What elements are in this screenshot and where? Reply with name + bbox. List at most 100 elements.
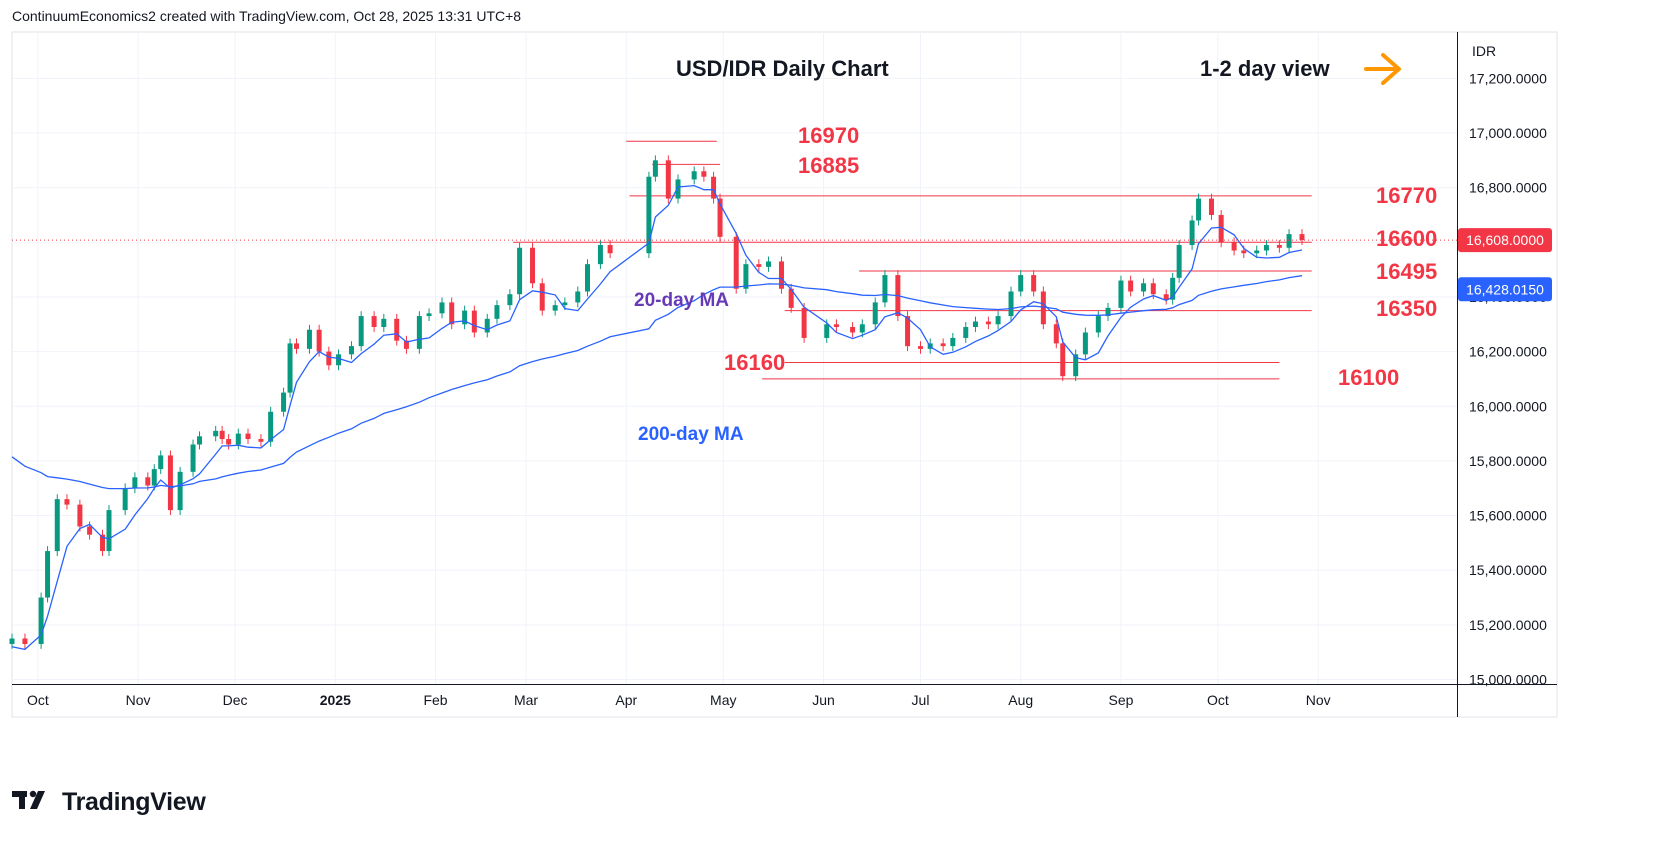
- candle-body: [733, 236, 739, 289]
- x-tick-label: Sep: [1108, 692, 1133, 708]
- level-label: 16770: [1376, 183, 1437, 208]
- candle-body: [426, 313, 432, 317]
- candle-body: [371, 316, 377, 328]
- candle-body: [675, 179, 681, 199]
- right-arrow-icon: [1364, 53, 1401, 85]
- candle-body: [917, 346, 923, 349]
- candle-body: [1176, 245, 1182, 278]
- candle-body: [358, 316, 364, 347]
- candle-body: [287, 343, 293, 393]
- ma20-line: [11, 184, 1303, 651]
- level-label: 16350: [1376, 296, 1437, 321]
- candle-body: [54, 499, 60, 552]
- candle-body: [77, 504, 83, 527]
- candle-body: [145, 477, 151, 486]
- candle-body: [294, 343, 300, 349]
- y-tick-label: 15,600.0000: [1469, 508, 1547, 524]
- level-label: 16495: [1376, 259, 1437, 284]
- candle-body: [539, 283, 545, 311]
- candle-body: [872, 302, 878, 325]
- candle-body: [219, 430, 225, 440]
- candle-body: [1128, 280, 1134, 292]
- candle-body: [1189, 220, 1195, 246]
- candle-body: [801, 307, 807, 338]
- candle-body: [1053, 324, 1059, 344]
- candle-body: [1196, 198, 1202, 221]
- chart-title: USD/IDR Daily Chart: [676, 56, 889, 81]
- candle-body: [1170, 277, 1176, 300]
- candle-body: [151, 469, 157, 486]
- candle-body: [1241, 250, 1247, 254]
- candle-body: [106, 510, 112, 552]
- candle-body: [38, 597, 44, 644]
- candle-body: [326, 351, 332, 366]
- candle-body: [1231, 242, 1237, 251]
- candle-body: [316, 329, 322, 352]
- x-tick-label: Oct: [1207, 692, 1229, 708]
- candle-body: [403, 340, 409, 349]
- candle-body: [484, 318, 490, 333]
- x-tick-label: Apr: [615, 692, 637, 708]
- candle-body: [122, 488, 128, 511]
- candle-body: [1263, 245, 1269, 251]
- ma20-label: 20-day MA: [634, 290, 729, 311]
- y-tick-label: 15,200.0000: [1469, 617, 1547, 633]
- ma200-price-tag: [1458, 277, 1552, 302]
- candle-body: [1299, 234, 1305, 241]
- candle-body: [701, 171, 707, 177]
- ma200-price-text: 16,428.0150: [1466, 281, 1544, 297]
- y-tick-label: 16,200.0000: [1469, 344, 1547, 360]
- tradingview-logo-icon: [12, 789, 56, 816]
- candle-body: [1163, 294, 1169, 300]
- x-tick-label: Dec: [223, 692, 248, 708]
- candle-body: [494, 305, 500, 319]
- candle-body: [1105, 307, 1111, 317]
- candle-body: [756, 264, 762, 267]
- candle-body: [788, 288, 794, 308]
- y-tick-label: 15,800.0000: [1469, 453, 1547, 469]
- candle-body: [607, 245, 613, 254]
- candle-body: [507, 294, 513, 306]
- x-tick-label: May: [710, 692, 736, 708]
- chart-header: ContinuumEconomics2 created with Trading…: [12, 8, 522, 24]
- candle-body: [950, 337, 956, 347]
- candle-body: [1118, 280, 1124, 308]
- candle-body: [1286, 234, 1292, 248]
- candle-body: [824, 324, 830, 338]
- candle-body: [552, 305, 558, 311]
- level-label: 16160: [724, 350, 785, 375]
- x-tick-label: Nov: [126, 692, 151, 708]
- x-tick-label: Mar: [514, 692, 538, 708]
- candle-body: [905, 316, 911, 347]
- candle-body: [646, 176, 652, 254]
- candle-body: [1208, 198, 1214, 215]
- candle-body: [530, 247, 536, 284]
- candle-body: [1031, 275, 1037, 292]
- candle-body: [471, 310, 477, 333]
- level-label: 16100: [1338, 365, 1399, 390]
- candle-body: [268, 411, 274, 442]
- tradingview-brand[interactable]: TradingView: [12, 788, 206, 817]
- candle-body: [972, 321, 978, 328]
- view-label: 1-2 day view: [1200, 56, 1331, 81]
- candle-body: [281, 392, 287, 412]
- candle-body: [584, 264, 590, 292]
- candle-body: [449, 302, 455, 325]
- candle-body: [9, 638, 15, 644]
- candle-body: [100, 534, 106, 552]
- candle-body: [1254, 250, 1260, 254]
- candle-body: [306, 329, 312, 349]
- candle-body: [1218, 214, 1224, 243]
- candle-body: [575, 291, 581, 303]
- candle-body: [1141, 283, 1147, 292]
- x-tick-label: Jul: [912, 692, 930, 708]
- candle-body: [394, 318, 400, 341]
- candle-body: [711, 176, 717, 199]
- chart-frame: [11, 31, 1558, 718]
- candle-body: [1060, 343, 1066, 377]
- candle-body: [245, 433, 251, 440]
- candle-body: [1008, 291, 1014, 317]
- x-tick-label: Oct: [27, 692, 49, 708]
